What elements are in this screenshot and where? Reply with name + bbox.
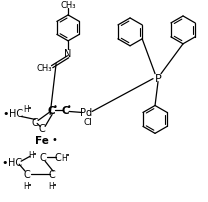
Text: C: C [49,169,56,179]
Text: •: • [51,135,57,145]
Text: Fe: Fe [35,136,49,146]
Text: C: C [55,153,62,162]
Text: H: H [28,150,34,159]
Text: •: • [53,182,57,188]
Text: H: H [61,153,67,162]
Text: •: • [53,102,58,112]
Text: C: C [24,169,31,179]
Text: •: • [1,157,7,167]
Text: C: C [40,153,47,162]
Text: C: C [61,106,69,116]
Text: C: C [32,118,38,128]
Text: •: • [2,109,8,119]
Text: CH₃: CH₃ [36,64,52,73]
Text: •: • [33,152,37,158]
Text: H: H [48,181,54,190]
Text: N: N [64,48,72,58]
Text: Pd: Pd [80,108,92,118]
Text: H: H [23,181,29,190]
Text: C: C [39,124,46,134]
Text: C: C [47,106,55,116]
Text: HC: HC [9,109,23,119]
Text: Cl: Cl [84,117,93,126]
Text: •: • [67,102,71,112]
Text: H: H [23,104,29,113]
Text: CH₃: CH₃ [60,1,76,10]
Text: HC: HC [8,157,22,167]
Text: •: • [28,106,32,112]
Text: •: • [28,182,32,188]
Text: •: • [66,153,70,158]
Text: P: P [155,73,161,83]
